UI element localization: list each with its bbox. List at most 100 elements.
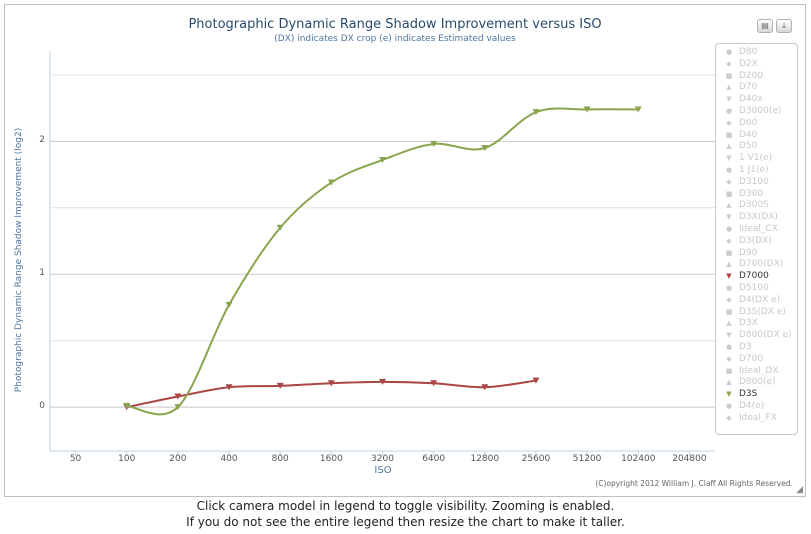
legend-marker-icon: ◆ bbox=[726, 354, 732, 363]
legend-marker-icon: ▲ bbox=[726, 378, 732, 387]
x-tick-label: 12800 bbox=[470, 454, 500, 464]
legend-item[interactable]: ▲ D700(DX) bbox=[716, 259, 797, 271]
x-tick-label: 25600 bbox=[521, 454, 551, 464]
legend-item[interactable]: ● D3000(e) bbox=[716, 106, 797, 118]
legend-marker-icon: ▼ bbox=[726, 213, 732, 222]
legend-item[interactable]: ◆ D700 bbox=[716, 354, 797, 366]
legend-marker-icon: ● bbox=[725, 342, 733, 351]
legend-label: 1 V1(e) bbox=[739, 153, 773, 164]
legend-label: 1 J1(e) bbox=[739, 164, 769, 175]
legend-item[interactable]: ▼ D3X(DX) bbox=[716, 212, 797, 224]
legend-marker-icon: ◆ bbox=[726, 177, 732, 186]
download-icon: ⤓ bbox=[782, 21, 786, 30]
legend-item[interactable]: ◆ D3100 bbox=[716, 177, 797, 189]
legend-item[interactable]: ● Ideal_CX bbox=[716, 224, 797, 236]
data-point-d3s bbox=[123, 402, 131, 409]
legend-item[interactable]: ● D3 bbox=[716, 342, 797, 354]
footer-line-1: Click camera model in legend to toggle v… bbox=[196, 499, 615, 513]
legend-item[interactable]: ▼ D40x bbox=[716, 94, 797, 106]
legend-item[interactable]: ▲ D800(e) bbox=[716, 377, 797, 389]
data-point-d7000 bbox=[174, 393, 182, 400]
legend-item[interactable]: ▲ D70 bbox=[716, 82, 797, 94]
legend-item[interactable]: ◆ Ideal_FX bbox=[716, 413, 797, 425]
legend-marker-icon: ▲ bbox=[726, 319, 732, 328]
legend-label: D60 bbox=[739, 117, 758, 128]
data-point-d3s bbox=[481, 145, 489, 152]
download-button[interactable]: ⤓ bbox=[776, 19, 792, 33]
legend-item[interactable]: ◆ D4(DX e) bbox=[716, 295, 797, 307]
legend-label: D3100 bbox=[739, 176, 769, 187]
legend-item[interactable]: ■ D200 bbox=[716, 71, 797, 83]
x-tick-label: 3200 bbox=[371, 454, 394, 464]
legend-item[interactable]: ● D5100 bbox=[716, 283, 797, 295]
legend-item[interactable]: ■ D90 bbox=[716, 248, 797, 260]
legend-label: D700 bbox=[739, 353, 764, 364]
legend-label: D3X(DX) bbox=[739, 212, 778, 223]
legend-label: D800(DX e) bbox=[739, 330, 792, 341]
legend-label: D40x bbox=[739, 94, 763, 105]
legend: ● D80 ◆ D2X ■ D200 ▲ D70 ▼ D40x ● D3000(e) ◆ D60 ■ D40 ▲… bbox=[715, 43, 798, 435]
legend-marker-icon: ◆ bbox=[726, 413, 732, 422]
data-point-d7000 bbox=[327, 380, 335, 387]
legend-item[interactable]: ■ D300 bbox=[716, 189, 797, 201]
legend-marker-icon: ▲ bbox=[726, 201, 732, 210]
legend-label: D5100 bbox=[739, 282, 769, 293]
legend-item[interactable]: ▼ 1 V1(e) bbox=[716, 153, 797, 165]
legend-item[interactable]: ◆ D60 bbox=[716, 118, 797, 130]
data-point-d7000 bbox=[379, 378, 386, 385]
data-point-d7000 bbox=[430, 380, 438, 387]
legend-marker-icon: ● bbox=[725, 224, 733, 233]
legend-item[interactable]: ▲ D300S bbox=[716, 200, 797, 212]
y-tick-label: 1 bbox=[39, 268, 45, 279]
legend-marker-icon: ◆ bbox=[726, 295, 732, 304]
legend-label: D4(DX e) bbox=[739, 294, 781, 305]
legend-item[interactable]: ▲ D3X bbox=[716, 318, 797, 330]
legend-label: D4(e) bbox=[739, 400, 765, 411]
legend-label: D3 bbox=[739, 341, 752, 352]
data-point-d3s bbox=[583, 106, 591, 113]
legend-marker-icon: ● bbox=[725, 165, 733, 174]
resize-handle-icon[interactable]: ◢ bbox=[796, 485, 803, 495]
legend-marker-icon: ▼ bbox=[726, 390, 732, 399]
plot-area[interactable] bbox=[5, 5, 805, 496]
legend-marker-icon: ◆ bbox=[726, 59, 732, 68]
x-tick-label: 200 bbox=[169, 454, 187, 464]
legend-marker-icon: ● bbox=[725, 283, 733, 292]
legend-item[interactable]: ■ D40 bbox=[716, 130, 797, 142]
y-tick-label: 2 bbox=[39, 135, 45, 146]
legend-item[interactable]: ◆ D3(DX) bbox=[716, 236, 797, 248]
chart-container[interactable]: Photographic Dynamic Range Shadow Improv… bbox=[4, 4, 806, 497]
series-line-d3s bbox=[126, 107, 639, 416]
legend-marker-icon: ◆ bbox=[726, 118, 732, 127]
y-tick-label: 0 bbox=[39, 401, 45, 412]
copyright-credit: (C)opyright 2012 William J. Claff All Ri… bbox=[595, 479, 793, 488]
legend-marker-icon: ▼ bbox=[726, 95, 732, 104]
legend-marker-icon: ▼ bbox=[726, 272, 732, 281]
legend-item[interactable]: ■ Ideal_DX bbox=[716, 366, 797, 378]
print-button[interactable]: ▤ bbox=[757, 19, 773, 33]
legend-label: D50 bbox=[739, 141, 758, 152]
legend-marker-icon: ■ bbox=[725, 189, 733, 198]
legend-item[interactable]: ▲ D50 bbox=[716, 141, 797, 153]
legend-item[interactable]: ◆ D2X bbox=[716, 59, 797, 71]
legend-label: D700(DX) bbox=[739, 259, 784, 270]
legend-label: D3S bbox=[739, 389, 758, 400]
legend-item[interactable]: ▼ D800(DX e) bbox=[716, 330, 797, 342]
printer-icon: ▤ bbox=[761, 21, 769, 30]
y-axis-label: Photographic Dynamic Range Shadow Improv… bbox=[14, 127, 24, 393]
legend-item[interactable]: ▼ D7000 bbox=[716, 271, 797, 283]
footer-line-2: If you do not see the entire legend then… bbox=[186, 515, 625, 529]
legend-item[interactable]: ■ D3S(DX e) bbox=[716, 307, 797, 319]
legend-item[interactable]: ● D4(e) bbox=[716, 401, 797, 413]
legend-marker-icon: ■ bbox=[725, 71, 733, 80]
legend-marker-icon: ● bbox=[725, 106, 733, 115]
legend-label: D7000 bbox=[739, 271, 769, 282]
legend-item[interactable]: ▼ D3S bbox=[716, 389, 797, 401]
legend-item[interactable]: ● D80 bbox=[716, 47, 797, 59]
legend-marker-icon: ● bbox=[725, 48, 733, 56]
legend-label: D80 bbox=[739, 47, 758, 57]
legend-label: D300S bbox=[739, 200, 769, 211]
legend-label: D800(e) bbox=[739, 377, 776, 388]
legend-item[interactable]: ● 1 J1(e) bbox=[716, 165, 797, 177]
legend-label: D200 bbox=[739, 70, 764, 81]
